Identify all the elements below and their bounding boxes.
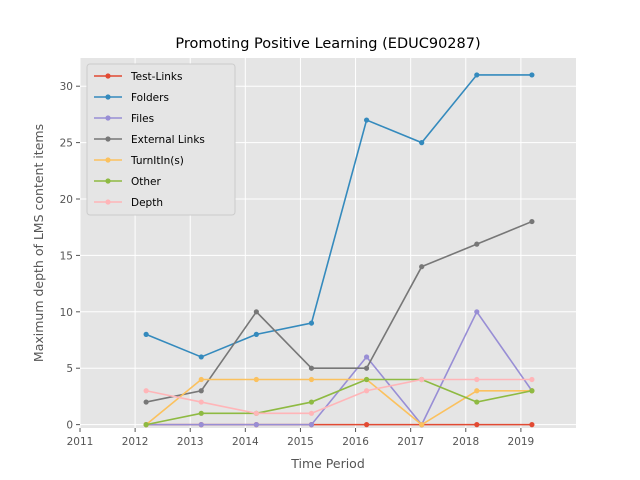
legend-swatch-marker	[105, 73, 111, 79]
series-line-turnitin-s	[145, 378, 532, 426]
data-point-turnitin-s	[198, 376, 204, 383]
data-point-other	[143, 422, 149, 428]
legend-label: External Links	[131, 134, 205, 146]
data-point-depth	[198, 399, 204, 405]
legend-swatch-marker	[105, 94, 111, 100]
x-tick-label: 2016	[342, 436, 369, 448]
data-point-files	[308, 422, 315, 428]
series-line-folders	[145, 74, 532, 358]
data-point-external-links	[308, 365, 315, 371]
y-tick-label: 30	[60, 81, 73, 93]
x-tick-label: 2017	[397, 436, 424, 448]
data-point-external-links	[363, 365, 370, 371]
series-folders	[143, 72, 535, 360]
series-line-other	[145, 378, 533, 426]
legend-swatch-marker	[105, 115, 111, 121]
legend: Test-Links Folders Files External Links Turn…	[86, 63, 236, 216]
y-tick-label: 15	[60, 250, 73, 262]
data-point-turnitin-s	[474, 388, 480, 394]
data-point-depth	[143, 388, 149, 394]
legend-item-test-links: Test-Links	[94, 71, 182, 83]
data-point-other	[308, 399, 315, 405]
data-point-test-links	[363, 422, 370, 428]
y-tick-label: 20	[60, 194, 73, 206]
data-point-folders	[198, 354, 204, 360]
series-group	[143, 72, 535, 428]
data-point-other	[474, 399, 480, 405]
x-tick-label: 2011	[67, 436, 94, 448]
legend-label: Files	[131, 113, 154, 125]
data-point-other	[198, 410, 204, 416]
data-point-depth	[308, 410, 315, 416]
data-point-depth	[529, 376, 535, 383]
data-point-folders	[253, 331, 259, 337]
data-point-files	[363, 354, 370, 360]
data-point-depth	[474, 376, 480, 383]
data-point-external-links	[143, 399, 149, 405]
data-point-folders	[474, 72, 480, 78]
series-line-external-links	[145, 220, 533, 403]
series-external-links	[143, 218, 535, 405]
legend-swatch-marker	[105, 136, 111, 142]
data-point-other	[529, 388, 535, 394]
x-tick-label: 2018	[452, 436, 479, 448]
data-point-turnitin-s	[308, 376, 315, 383]
data-point-external-links	[253, 309, 259, 315]
data-point-folders	[419, 140, 425, 146]
legend-item-depth: Depth	[94, 197, 163, 209]
chart-title: Promoting Positive Learning (EDUC90287)	[175, 36, 480, 52]
y-tick-label: 0	[66, 420, 73, 432]
legend-item-files: Files	[94, 113, 154, 125]
y-axis-ticks: 0 5 10 15 20 25 30	[60, 81, 80, 432]
data-point-files	[474, 309, 480, 315]
x-tick-label: 2014	[232, 436, 259, 448]
data-point-external-links	[419, 264, 425, 270]
y-tick-label: 5	[66, 363, 73, 375]
data-point-folders	[143, 331, 149, 337]
legend-label: Folders	[131, 92, 169, 104]
series-depth	[143, 376, 535, 416]
data-point-external-links	[198, 388, 204, 394]
legend-label: Other	[131, 176, 161, 188]
y-tick-label: 25	[60, 138, 73, 150]
data-point-test-links	[474, 422, 480, 428]
data-point-folders	[308, 320, 315, 326]
x-axis-label: Time Period	[290, 456, 365, 471]
data-point-folders	[529, 72, 535, 78]
data-point-files	[198, 422, 204, 428]
legend-frame	[86, 63, 236, 216]
data-point-external-links	[474, 241, 480, 247]
x-axis-ticks: 2011 2012 2013 2014 2015 2016 2017 2018 2019	[67, 428, 535, 448]
legend-label: Depth	[131, 197, 163, 209]
x-tick-label: 2019	[508, 436, 535, 448]
data-point-turnitin-s	[419, 422, 425, 428]
legend-swatch-marker	[105, 199, 111, 205]
data-point-files	[253, 422, 259, 428]
series-line-depth	[145, 378, 532, 415]
legend-swatch-marker	[105, 178, 111, 184]
legend-item-external-links: External Links	[94, 134, 205, 146]
legend-item-other: Other	[94, 176, 161, 188]
x-tick-label: 2012	[122, 436, 149, 448]
legend-label: Test-Links	[130, 71, 182, 83]
data-point-test-links	[529, 422, 535, 428]
data-point-depth	[253, 410, 259, 416]
data-point-folders	[363, 117, 370, 123]
data-point-other	[363, 376, 370, 383]
legend-item-turnitin-s: TurnItIn(s)	[94, 155, 184, 167]
x-tick-label: 2015	[287, 436, 314, 448]
legend-item-folders: Folders	[94, 92, 169, 104]
legend-swatch-marker	[105, 157, 111, 163]
data-point-depth	[419, 376, 425, 383]
legend-label: TurnItIn(s)	[130, 155, 184, 167]
data-point-external-links	[529, 218, 535, 225]
x-tick-label: 2013	[177, 436, 204, 448]
y-axis-label: Maximum depth of LMS content items	[31, 124, 46, 362]
data-point-turnitin-s	[253, 376, 259, 383]
data-point-depth	[363, 388, 370, 394]
y-tick-label: 10	[60, 307, 73, 319]
